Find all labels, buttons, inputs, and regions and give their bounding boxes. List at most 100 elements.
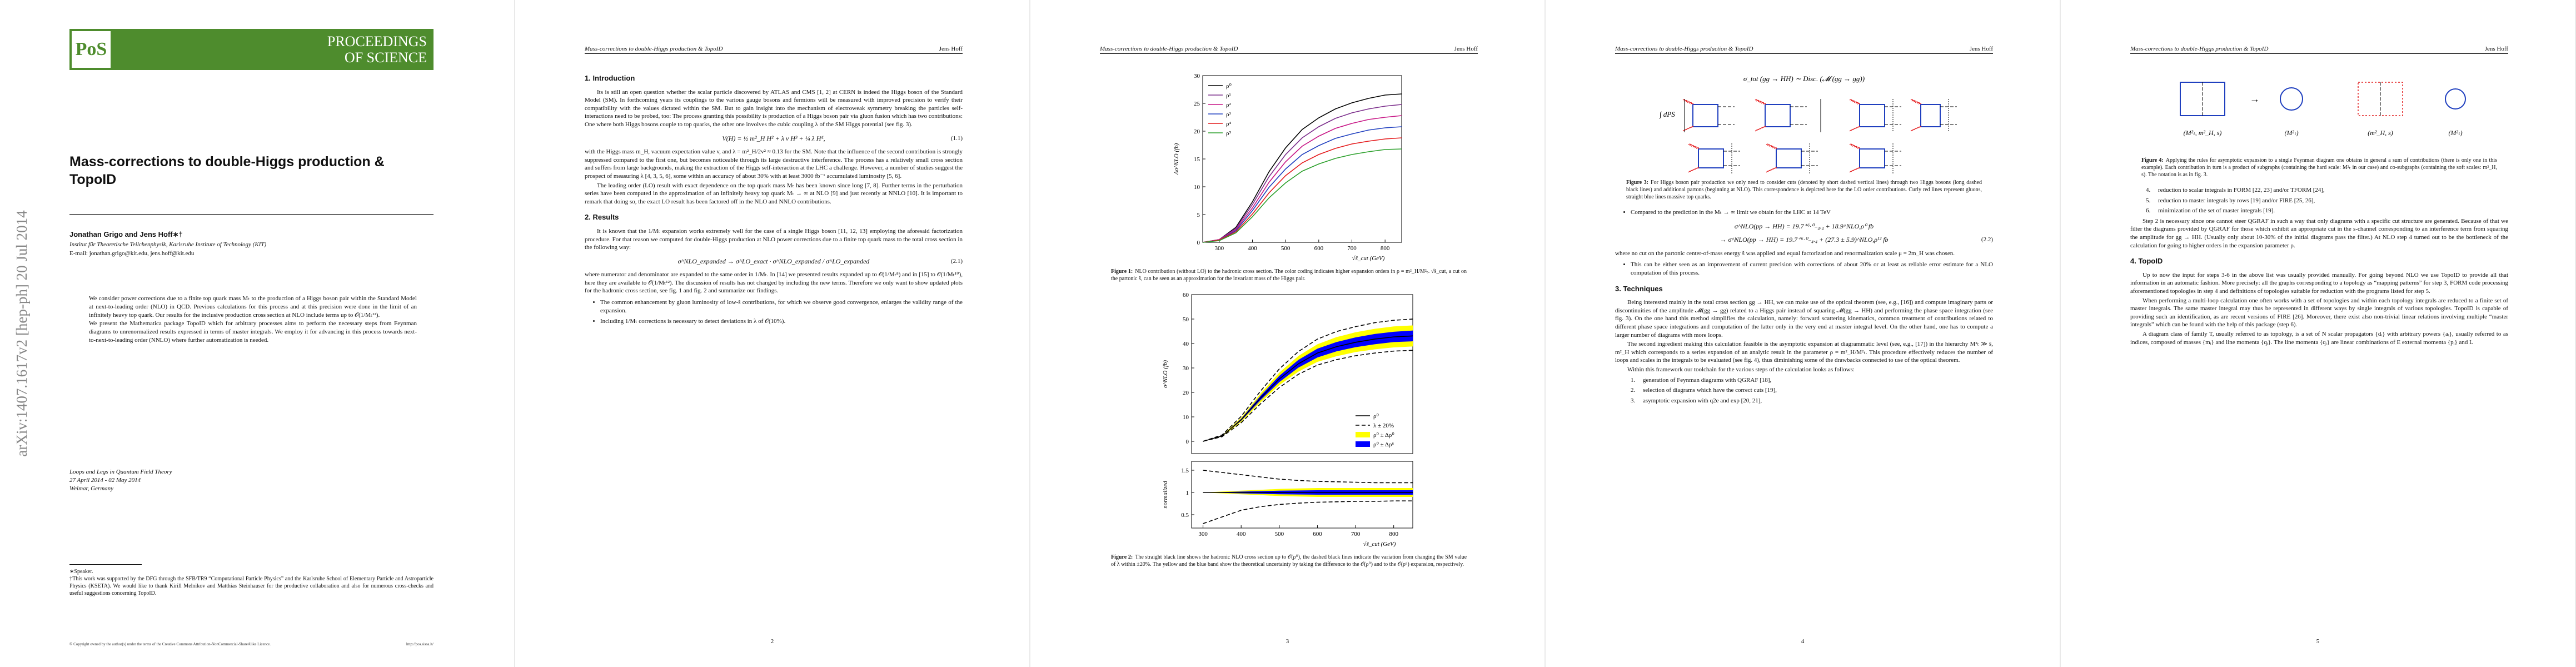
y-tick-label: 40	[1183, 341, 1189, 347]
running-header: Mass-corrections to double-Higgs product…	[2130, 46, 2508, 54]
x-tick-label: 800	[1389, 531, 1398, 537]
y-axis-label: σ^NLO (fb)	[1162, 360, 1169, 388]
abstract-para: We present the Mathematica package TopoI…	[89, 320, 417, 344]
page-number: 2	[770, 638, 774, 645]
caption-text: NLO contribution (without LO) to the had…	[1111, 268, 1467, 282]
sidebar: arXiv:1407.1617v2 [hep-ph] 20 Jul 2014	[13, 210, 30, 457]
item-number: 1.	[1631, 376, 1636, 384]
arxiv-id: arXiv:1407.1617v2 [hep-ph] 20 Jul 2014	[13, 210, 30, 457]
running-header: Mass-corrections to double-Higgs product…	[1100, 46, 1478, 54]
y-tick-label: 25	[1194, 101, 1200, 107]
y-tick-label: 1.5	[1181, 467, 1189, 474]
x-axis-label: √ŝ_cut (GeV)	[1352, 255, 1385, 262]
header-author: Jens Hoff	[1969, 46, 1993, 52]
page-number: 3	[1285, 638, 1289, 645]
top-loop	[1692, 104, 1718, 127]
paragraph: with the Higgs mass m_H, vacuum expectat…	[585, 148, 963, 180]
diagram-label: (M²ₜ, m²_H, s)	[2184, 129, 2222, 137]
list-item: 6. minimization of the set of master inte…	[2146, 207, 2508, 215]
item-number: 6.	[2146, 207, 2151, 215]
page-content: 0 5 10 15 20 25 30 300 400 500 600 700 800 Δσ^NLO (fb…	[1100, 67, 1478, 628]
gluon	[1688, 167, 1700, 173]
top-loop	[1776, 148, 1802, 168]
figure: 0 10 20 30 40 50 60 σ^NLO (fb) ρ⁰ λ ± 20% ρ⁰ ± Δρ⁰…	[1100, 290, 1478, 568]
list-item: 2. selection of diagrams which have the c…	[1631, 386, 1993, 395]
page: arXiv:1407.1617v2 [hep-ph] 20 Jul 2014 P…	[0, 0, 515, 667]
x-tick-label: 400	[1248, 245, 1257, 252]
x-tick-label: 600	[1314, 245, 1324, 252]
figure-label: Figure 1:	[1111, 268, 1133, 275]
header-title: Mass-corrections to double-Higgs product…	[1100, 46, 1238, 52]
paragraph: Step 2 is necessary since one cannot ste…	[2130, 217, 2508, 249]
equation-body: → σ^NLO(pp → HH) = 19.7⁺⁶·⁰₋₄.₄ + (27.3 …	[1720, 236, 1889, 244]
equation-body: σ^NLO(pp → HH) = 19.7⁺⁶·⁰₋₄.₄ + 18.9^NLO…	[1734, 222, 1874, 230]
equation-number: (2.2)	[1981, 236, 1993, 243]
chart: 0 5 10 15 20 25 30 300 400 500 600 700 800 Δσ^NLO (fb…	[1173, 73, 1402, 262]
legend-swatch	[1356, 441, 1370, 447]
conference: Loops and Legs in Quantum Field Theory 2…	[69, 468, 434, 493]
figure-label: Figure 2:	[1111, 554, 1133, 560]
figure-label: Figure 4:	[2141, 157, 2164, 163]
logo: PoS PROCEEDINGS OF SCIENCE	[69, 29, 434, 70]
top-loop	[1698, 148, 1724, 168]
x-tick-label: 400	[1237, 531, 1246, 537]
line	[1202, 93, 1402, 243]
section-heading: 4. TopoID	[2130, 257, 2163, 266]
arrow: →	[2250, 93, 2260, 104]
figure-caption: Figure 1: NLO contribution (without LO) t…	[1111, 268, 1467, 282]
x-axis-label: √ŝ_cut (GeV)	[1363, 541, 1396, 547]
gluon	[1849, 167, 1861, 173]
figure: σ_tot (gg → HH) ∼ Disc. (𝓜 (gg → gg)) ∫ d…	[1615, 71, 1993, 201]
bullet-item: Compared to the prediction in the Mₜ → ∞…	[1631, 208, 1993, 217]
legend-label: ρ³	[1226, 111, 1231, 118]
line	[1202, 148, 1402, 243]
equation-body: V(H) = ½ m²_H H² + λ v H³ + ¼ λ H⁴,	[722, 134, 825, 142]
y-tick-label: 10	[1194, 184, 1200, 191]
rule	[69, 214, 434, 215]
header-title: Mass-corrections to double-Higgs product…	[1615, 46, 1753, 52]
legend-swatch	[1356, 432, 1370, 437]
dashed-line	[1203, 500, 1413, 524]
x-tick-label: 800	[1381, 245, 1390, 252]
page: Mass-corrections to double-Higgs product…	[2061, 0, 2576, 667]
header-author: Jens Hoff	[2484, 46, 2508, 52]
paragraph: where numerator and denominator are expa…	[585, 271, 963, 295]
gluon	[1910, 126, 1922, 132]
item-number: 2.	[1631, 387, 1636, 394]
paragraph: Its is still an open question whether th…	[585, 88, 963, 128]
band	[1203, 330, 1413, 441]
paragraph: The second ingredient making this calcul…	[1615, 341, 1993, 364]
gluon	[1766, 143, 1777, 150]
line	[1202, 126, 1402, 243]
conference-name: Loops and Legs in Quantum Field Theory	[69, 469, 172, 475]
figure: → (M²ₜ, m²_H, s) (M²ₜ) (m²_H, s) (M²ₜ) Figure…	[2130, 71, 2508, 178]
y-tick-label: 60	[1183, 292, 1189, 298]
paragraph: A diagram class of family T, usually ref…	[2130, 330, 2508, 346]
legend-label: ρ⁰ ± Δρ⁶	[1373, 441, 1394, 448]
item-text: generation of Feynman diagrams with QGRA…	[1643, 376, 1772, 384]
diagram-label: (m²_H, s)	[2368, 129, 2393, 137]
gluon	[1849, 99, 1861, 105]
footer: © Copyright owned by the author(s) under…	[69, 642, 434, 646]
top-loop	[1859, 104, 1885, 127]
line	[1202, 115, 1402, 243]
y-tick-label: 30	[1194, 73, 1200, 79]
list-item: 1. generation of Feynman diagrams with QG…	[1631, 376, 1993, 385]
top-loop	[1765, 104, 1791, 127]
item-number: 3.	[1631, 397, 1636, 404]
item-text: asymptotic expansion with q2e and exp [2…	[1643, 397, 1762, 404]
list-item: 5. reduction to master integrals by rows …	[2146, 197, 2508, 205]
line	[1203, 335, 1413, 442]
conference-date: 27 April 2014 - 02 May 2014	[69, 477, 141, 484]
paragraph: Being interested mainly in the total cro…	[1615, 299, 1993, 339]
y-tick-label: 5	[1197, 212, 1200, 218]
y-tick-label: 10	[1183, 414, 1189, 421]
dashed-line	[1203, 470, 1413, 484]
line	[1202, 104, 1402, 243]
running-header: Mass-corrections to double-Higgs product…	[1615, 46, 1993, 54]
gluon	[1688, 143, 1700, 150]
gluon	[1849, 126, 1861, 132]
